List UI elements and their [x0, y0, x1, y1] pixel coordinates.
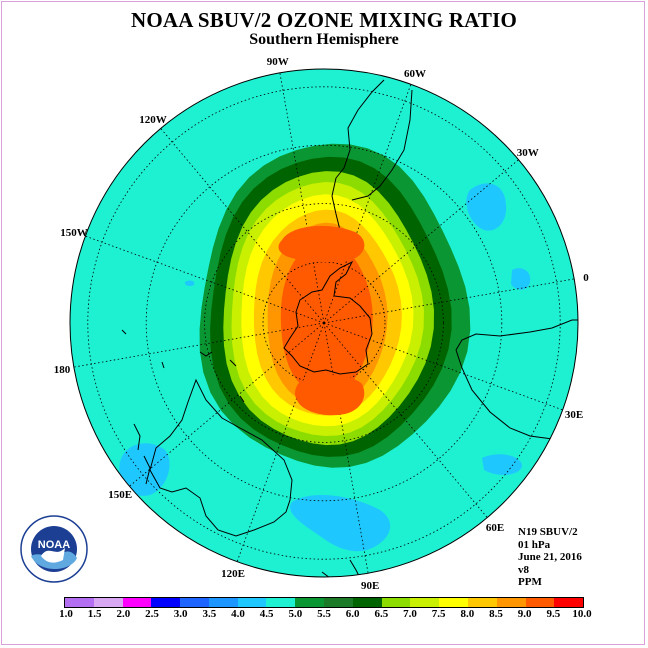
longitude-label: 180 [54, 364, 71, 376]
colorbar-swatch [496, 598, 526, 607]
date-label: June 21, 2016 [518, 551, 582, 563]
latitude-circle [262, 261, 386, 385]
colorbar-tick-label: 10.0 [572, 608, 592, 620]
colorbar-tick-label: 3.0 [173, 608, 188, 620]
longitude-label: 30W [517, 147, 539, 159]
colorbar-tick-label: 1.5 [87, 608, 102, 620]
ozone-contour-ring [280, 239, 373, 396]
colorbar-tick-label: 4.5 [259, 608, 274, 620]
ozone-contour-rings [199, 143, 471, 468]
colorbar-swatch [180, 598, 209, 607]
colorbar-swatch [151, 598, 181, 607]
map-border [69, 68, 579, 578]
logo-text: NOAA [38, 539, 70, 551]
latlon-grid [73, 72, 575, 574]
colorbar-swatch [122, 598, 152, 607]
latitude-circle [145, 144, 503, 502]
latitude-circle [204, 203, 444, 443]
colorbar-tick-label: 7.5 [431, 608, 446, 620]
low-ozone-patch [466, 183, 507, 231]
low-ozone-patch [184, 280, 195, 286]
info-block: N19 SBUV/2 01 hPa June 21, 2016 v8 PPM [518, 526, 582, 589]
colorbar-tick-label: 6.5 [374, 608, 389, 620]
colorbar-swatch [410, 598, 440, 607]
colorbar-swatch [324, 598, 353, 607]
high-ozone-core [295, 375, 365, 416]
new-zealand-coast [133, 423, 151, 485]
colorbar-swatch [93, 598, 123, 607]
low-ozone-patch [511, 268, 531, 290]
colorbar-tick-label: 1.0 [59, 608, 73, 620]
colorbar-tick-label: 4.0 [231, 608, 245, 620]
longitude-label: 150E [108, 489, 132, 501]
instrument-label: N19 SBUV/2 [518, 526, 578, 538]
colorbar-tick-label: 7.0 [403, 608, 417, 620]
longitude-labels: 90W 60W 30W 0 30E 60E 90E 120E 150E 180 150W 120W [54, 56, 590, 592]
pressure-level-label: 01 hPa [518, 538, 551, 551]
australia-coast [149, 378, 293, 537]
colorbar-tick-label: 9.0 [517, 608, 532, 620]
colorbar-swatch [266, 598, 296, 607]
colorbar-swatch [467, 598, 497, 607]
longitude-label: 30E [565, 409, 583, 421]
colorbar-tick-label: 6.0 [345, 608, 360, 620]
low-ozone-patch [482, 454, 522, 475]
colorbar-swatch [525, 598, 555, 607]
colorbar-swatch [65, 598, 94, 607]
colorbar-tick-label: 8.5 [489, 608, 503, 620]
version-label: v8 [518, 563, 529, 576]
antarctica-coast [283, 260, 373, 375]
colorbar-tick-label: 8.0 [460, 608, 475, 620]
high-ozone-core [278, 225, 365, 263]
colorbar-swatch [554, 598, 584, 607]
colorbar-swatch [237, 598, 267, 607]
colorbar-swatch [208, 598, 238, 607]
longitude-label: 120E [221, 568, 245, 580]
longitude-label: 150W [60, 227, 88, 239]
colorbar-swatch [352, 598, 382, 607]
colorbar-tick-label: 2.5 [145, 608, 159, 620]
page-subtitle: Southern Hemisphere [249, 31, 399, 48]
colorbar-tick-label: 5.5 [317, 608, 331, 620]
island-coast [121, 329, 361, 577]
map-field [70, 69, 578, 577]
latitude-circle [87, 86, 561, 560]
longitude-label: 60W [404, 68, 426, 80]
colorbar-tick-label: 2.0 [116, 608, 131, 620]
longitude-label: 90W [267, 56, 289, 68]
longitude-label: 90E [361, 580, 379, 592]
colorbar-swatch [295, 598, 325, 607]
page-title: NOAA SBUV/2 OZONE MIXING RATIO [131, 8, 517, 32]
colorbar [64, 597, 584, 608]
colorbar-swatch [439, 598, 468, 607]
colorbar-tick-label: 5.0 [288, 608, 303, 620]
colorbar-tick-label: 9.5 [546, 608, 561, 620]
longitude-label: 0 [583, 272, 589, 284]
longitude-label: 120W [139, 114, 167, 126]
low-ozone-patch [290, 495, 391, 552]
noaa-logo-icon: NOAA [20, 515, 88, 583]
colorbar-tick-label: 3.5 [202, 608, 217, 620]
colorbar-swatch [381, 598, 411, 607]
longitude-label: 60E [486, 522, 504, 534]
coastlines [121, 79, 578, 577]
units-label: PPM [518, 576, 542, 588]
colorbar-ticks: 1.0 1.5 2.0 2.5 3.0 3.5 4.0 4.5 5.0 5.5 6.0 6.5 7.0 7… [0, 608, 648, 622]
